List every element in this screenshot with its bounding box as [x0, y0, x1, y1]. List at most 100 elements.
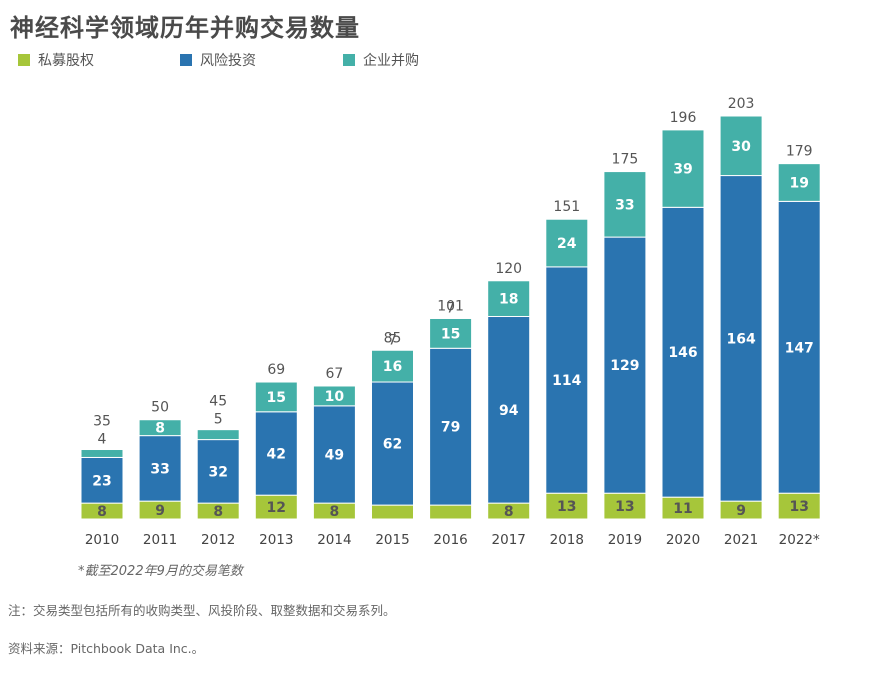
legend-label-private-equity: 私募股权	[38, 53, 94, 69]
data-label-private-equity: 13	[789, 499, 808, 515]
bar-corporate	[196, 429, 240, 441]
data-label-private-equity: 7	[446, 300, 455, 316]
total-label: 101	[437, 298, 464, 314]
total-label: 67	[325, 366, 343, 382]
x-tick-label: 2021	[724, 532, 758, 548]
bar-venture	[80, 456, 124, 504]
data-label-corporate: 8	[155, 421, 165, 437]
chart-title: 神经科学领域历年并购交易数量	[10, 14, 360, 42]
data-label-venture: 79	[441, 420, 460, 436]
bar-private-equity	[371, 504, 414, 520]
bar-corporate	[719, 115, 763, 177]
data-label-private-equity: 8	[97, 504, 107, 520]
data-label-corporate: 15	[441, 326, 460, 342]
data-label-venture: 33	[150, 461, 169, 477]
bar-corporate	[254, 381, 298, 413]
x-tick-label: 2010	[85, 532, 119, 548]
bar-private-equity	[777, 492, 821, 520]
x-tick-label: 2020	[666, 532, 700, 548]
data-label-private-equity: 9	[736, 503, 746, 519]
total-label: 151	[553, 199, 580, 215]
bar-venture	[545, 266, 589, 494]
x-tick-label: 2012	[201, 532, 235, 548]
data-label-venture: 147	[785, 340, 814, 356]
x-tick-label: 2017	[492, 532, 526, 548]
x-tick-label: 2019	[608, 532, 642, 548]
legend-swatch-private-equity	[18, 54, 30, 66]
legend-swatch-corporate	[343, 54, 355, 66]
bar-private-equity	[603, 492, 647, 520]
bar-corporate	[487, 280, 531, 318]
bar-venture	[719, 175, 763, 502]
x-tick-label: 2016	[433, 532, 467, 548]
data-label-private-equity: 8	[504, 504, 514, 520]
data-label-venture: 32	[208, 464, 227, 480]
bar-corporate	[371, 349, 414, 383]
data-label-private-equity: 13	[557, 499, 576, 515]
data-label-venture: 146	[668, 345, 697, 361]
bar-corporate	[429, 317, 473, 349]
data-label-corporate: 33	[615, 197, 634, 213]
legend-item-venture: 风险投资	[180, 50, 256, 70]
bar-corporate	[312, 385, 356, 407]
bar-private-equity	[429, 504, 473, 520]
data-label-private-equity: 9	[155, 503, 165, 519]
x-tick-label: 2011	[143, 532, 177, 548]
data-label-venture: 114	[552, 373, 581, 389]
bar-venture	[312, 405, 356, 504]
bar-venture	[429, 347, 473, 506]
legend-label-venture: 风险投资	[200, 53, 256, 69]
data-label-venture: 164	[726, 331, 755, 347]
source: 资料来源：Pitchbook Data Inc.。	[8, 641, 205, 656]
bar-corporate	[80, 449, 124, 458]
stacked-bar-chart: 8 23 4 35 2010 9 33 8 50 2011 8 32 5 45 2012 12 42 15 69 20…	[80, 96, 821, 548]
data-label-corporate: 18	[499, 292, 518, 308]
bar-corporate	[661, 129, 705, 208]
total-label: 196	[670, 110, 697, 126]
x-tick-label: 2015	[375, 532, 409, 548]
data-label-venture: 129	[610, 358, 639, 374]
data-label-corporate: 30	[731, 139, 751, 155]
total-label: 35	[93, 414, 111, 430]
total-label: 45	[209, 394, 227, 410]
bar-venture	[196, 439, 240, 504]
legend-label-corporate: 企业并购	[363, 53, 419, 69]
data-label-private-equity: 8	[213, 504, 223, 520]
legend: 私募股权 风险投资 企业并购	[0, 50, 880, 70]
data-label-corporate: 5	[214, 412, 223, 428]
bar-corporate	[777, 163, 821, 202]
data-label-corporate: 15	[267, 390, 286, 406]
total-label: 85	[384, 330, 402, 346]
footnote: *截至2022年9月的交易笔数	[78, 564, 243, 579]
data-label-venture: 23	[92, 473, 111, 489]
data-label-venture: 62	[383, 437, 402, 453]
data-label-corporate: 4	[98, 432, 107, 448]
data-label-private-equity: 7	[388, 332, 397, 348]
data-label-corporate: 19	[789, 176, 808, 192]
legend-item-private-equity: 私募股权	[18, 50, 94, 70]
x-tick-label: 2022*	[779, 532, 820, 548]
x-tick-label: 2014	[317, 532, 351, 548]
bar-venture	[138, 435, 182, 502]
total-label: 179	[786, 144, 813, 160]
note: 注：交易类型包括所有的收购类型、风投阶段、取整数据和交易系列。	[8, 603, 396, 618]
data-label-private-equity: 12	[267, 500, 286, 516]
data-label-venture: 42	[267, 446, 286, 462]
total-label: 69	[267, 362, 285, 378]
data-label-corporate: 10	[325, 389, 345, 405]
legend-swatch-venture	[180, 54, 192, 66]
total-label: 120	[495, 261, 522, 277]
bar-venture	[487, 316, 531, 504]
legend-item-corporate: 企业并购	[343, 50, 419, 70]
total-label: 50	[151, 400, 169, 416]
data-label-private-equity: 11	[673, 501, 692, 517]
total-label: 175	[612, 152, 639, 168]
data-label-corporate: 24	[557, 236, 577, 252]
data-label-private-equity: 8	[330, 504, 340, 520]
total-label: 203	[728, 96, 755, 112]
data-label-private-equity: 13	[615, 499, 634, 515]
bar-corporate	[603, 171, 647, 238]
x-tick-label: 2013	[259, 532, 293, 548]
data-label-venture: 49	[325, 447, 344, 463]
bar-corporate	[545, 218, 589, 268]
